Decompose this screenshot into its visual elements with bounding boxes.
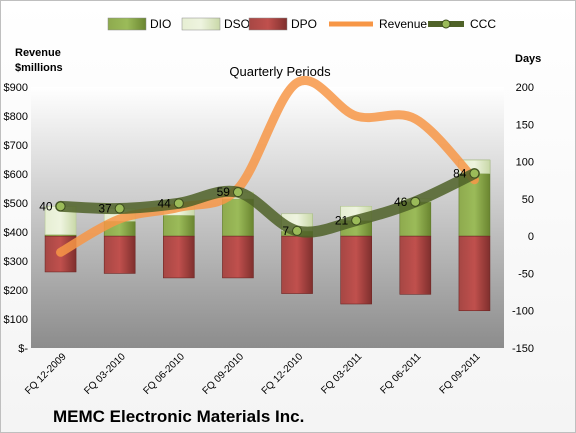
legend-label: DPO <box>291 17 317 31</box>
legend-swatch <box>107 17 147 31</box>
category-labels: FQ 12-2009 FQ 03-2010 FQ 06-2010 FQ 09-2010… <box>23 351 483 397</box>
dpo-bar <box>399 235 432 295</box>
ccc-data-label: 7 <box>282 224 289 238</box>
category-label: FQ 09-2011 <box>438 351 483 396</box>
revenue-line <box>56 75 479 257</box>
right-tick-label: 200 <box>516 82 534 94</box>
left-tick-label: $100 <box>4 314 28 326</box>
ccc-point <box>469 168 480 179</box>
dpo-bar <box>103 235 136 274</box>
legend-label: CCC <box>470 17 496 31</box>
dpo-bar <box>222 235 254 279</box>
right-tick-label: 50 <box>522 194 534 206</box>
legend-swatch <box>248 17 288 31</box>
ccc-point <box>410 196 421 207</box>
ccc-line-group: 40 37 44 59 7 21 46 84 <box>39 167 480 238</box>
ccc-point <box>114 203 125 214</box>
left-tick-label: $500 <box>4 198 28 210</box>
right-tick-label: -50 <box>518 268 534 280</box>
chart-title: Quarterly Periods <box>229 64 331 79</box>
category-label: FQ 12-2009 <box>23 351 69 397</box>
right-tick-label: 150 <box>516 119 534 131</box>
left-axis-ticks: $- $100 $200 $300 $400 $500 $600 $700 $800 $900 <box>4 82 29 355</box>
ccc-data-label: 37 <box>98 202 112 216</box>
category-label: FQ 12-2010 <box>260 351 306 397</box>
legend-label: Revenue <box>379 17 427 31</box>
ccc-point <box>232 187 243 198</box>
right-tick-label: -100 <box>512 306 534 318</box>
category-label: FQ 03-2010 <box>82 351 128 397</box>
left-axis-title-line-1: Revenue <box>15 47 61 59</box>
left-tick-label: $600 <box>4 169 28 181</box>
right-axis-title: Days <box>515 53 541 65</box>
left-tick-label: $200 <box>4 285 28 297</box>
right-tick-label: 100 <box>516 157 534 169</box>
legend-marker <box>441 19 451 29</box>
right-axis-ticks: -150 -100 -50 0 50 100 150 200 <box>512 82 534 355</box>
left-tick-label: $300 <box>4 256 28 268</box>
left-tick-label: $700 <box>4 140 28 152</box>
left-tick-label: $- <box>18 343 28 355</box>
left-axis-title-line-2: $millions <box>15 62 63 74</box>
ccc-data-label: 44 <box>157 196 171 210</box>
ccc-data-label: 46 <box>394 195 408 209</box>
ccc-data-label: 40 <box>39 199 53 213</box>
category-label: FQ 06-2011 <box>378 351 423 396</box>
left-tick-label: $800 <box>4 111 28 123</box>
ccc-point <box>173 198 184 209</box>
category-label: FQ 06-2010 <box>141 351 187 397</box>
ccc-data-label: 21 <box>335 213 349 227</box>
legend: DIO DSO DPO Revenue CCC <box>107 17 496 31</box>
revenue-line-group <box>56 75 479 257</box>
category-label: FQ 03-2011 <box>319 351 364 396</box>
left-tick-label: $400 <box>4 227 28 239</box>
legend-swatch <box>181 17 221 31</box>
legend-label: DIO <box>150 17 171 31</box>
company-name: MEMC Electronic Materials Inc. <box>53 407 305 426</box>
dpo-bar <box>163 235 195 279</box>
legend-label: DSO <box>224 17 250 31</box>
right-tick-label: 0 <box>528 231 534 243</box>
dio-bar <box>222 198 254 237</box>
ccc-data-label: 59 <box>217 185 231 199</box>
category-label: FQ 09-2010 <box>201 351 247 397</box>
left-tick-label: $900 <box>4 82 28 94</box>
ccc-point <box>292 225 303 236</box>
dpo-bar <box>281 235 313 294</box>
ccc-point <box>55 201 66 212</box>
right-tick-label: -150 <box>512 343 534 355</box>
dpo-bar <box>340 235 372 305</box>
ccc-data-label: 84 <box>453 167 467 181</box>
dpo-bar <box>458 235 491 312</box>
ccc-point <box>351 215 362 226</box>
dio-bar <box>163 214 195 237</box>
